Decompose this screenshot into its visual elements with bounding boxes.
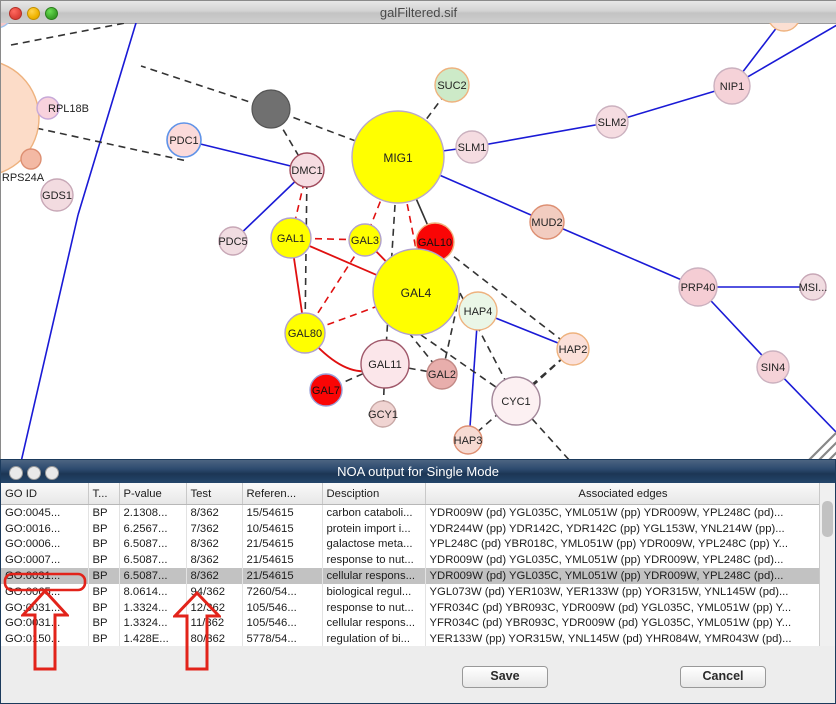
svg-text:DMC1: DMC1 <box>291 165 322 177</box>
svg-text:SLM2: SLM2 <box>598 117 627 129</box>
svg-text:GAL3: GAL3 <box>351 235 379 247</box>
svg-text:HAP2: HAP2 <box>559 344 588 356</box>
svg-text:GAL11: GAL11 <box>368 359 401 371</box>
svg-text:RPL18B: RPL18B <box>48 103 89 115</box>
svg-text:GAL7: GAL7 <box>312 385 340 397</box>
svg-text:GDS1: GDS1 <box>42 190 72 202</box>
svg-text:GAL1: GAL1 <box>277 233 305 245</box>
svg-text:HAP4: HAP4 <box>464 306 493 318</box>
svg-text:HAP3: HAP3 <box>454 435 483 447</box>
svg-text:GAL10: GAL10 <box>418 237 452 249</box>
svg-text:CYC1: CYC1 <box>501 396 530 408</box>
svg-text:GAL2: GAL2 <box>428 369 456 381</box>
svg-text:SUC2: SUC2 <box>437 80 466 92</box>
svg-text:GAL4: GAL4 <box>401 286 432 300</box>
svg-text:PDC1: PDC1 <box>169 135 198 147</box>
svg-text:GAL80: GAL80 <box>288 328 322 340</box>
svg-text:GCY1: GCY1 <box>368 409 398 421</box>
svg-text:MSI...: MSI... <box>799 282 828 294</box>
svg-text:MUD2: MUD2 <box>531 217 562 229</box>
svg-text:SIN4: SIN4 <box>761 362 785 374</box>
svg-text:PRP40: PRP40 <box>681 282 716 294</box>
svg-text:MIG1: MIG1 <box>383 151 413 165</box>
svg-text:RPS24A: RPS24A <box>2 172 45 184</box>
svg-text:SLM1: SLM1 <box>458 142 487 154</box>
svg-text:PDC5: PDC5 <box>218 236 247 248</box>
svg-text:NIP1: NIP1 <box>720 81 744 93</box>
